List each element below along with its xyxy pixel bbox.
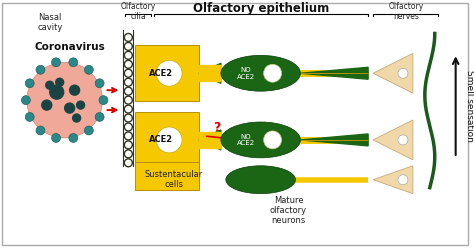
- Ellipse shape: [221, 122, 301, 158]
- Text: Sustentacular
cells: Sustentacular cells: [145, 170, 203, 189]
- Circle shape: [398, 135, 408, 145]
- Circle shape: [264, 131, 282, 149]
- Circle shape: [156, 127, 182, 153]
- Polygon shape: [373, 120, 413, 160]
- Circle shape: [46, 81, 54, 89]
- Circle shape: [69, 133, 78, 142]
- Text: Nasal
cavity: Nasal cavity: [37, 13, 63, 32]
- Circle shape: [21, 96, 30, 105]
- Circle shape: [25, 79, 34, 88]
- Text: ?: ?: [213, 122, 220, 134]
- Circle shape: [27, 62, 102, 138]
- Text: Olfactory
cilia: Olfactory cilia: [121, 2, 156, 21]
- Polygon shape: [301, 67, 368, 79]
- Text: Olfactory
nerves: Olfactory nerves: [388, 2, 424, 21]
- Bar: [135, 45, 199, 101]
- Circle shape: [64, 103, 74, 113]
- Circle shape: [398, 68, 408, 78]
- Text: NO
ACE2: NO ACE2: [237, 67, 255, 80]
- Circle shape: [50, 85, 64, 99]
- Polygon shape: [199, 130, 221, 150]
- Text: NO
ACE2: NO ACE2: [237, 134, 255, 146]
- Text: Coronavirus: Coronavirus: [34, 42, 105, 52]
- Circle shape: [52, 133, 61, 142]
- Polygon shape: [199, 63, 221, 83]
- Circle shape: [84, 126, 93, 135]
- Circle shape: [56, 78, 64, 86]
- Circle shape: [69, 58, 78, 67]
- Bar: [135, 162, 199, 190]
- Circle shape: [70, 85, 80, 95]
- Polygon shape: [373, 53, 413, 93]
- Text: Smell sensation: Smell sensation: [465, 70, 474, 142]
- Text: Olfactory epithelium: Olfactory epithelium: [192, 2, 329, 15]
- Polygon shape: [199, 65, 221, 81]
- Circle shape: [36, 126, 45, 135]
- Ellipse shape: [221, 55, 301, 91]
- Bar: [135, 112, 199, 168]
- Circle shape: [95, 79, 104, 88]
- Ellipse shape: [226, 166, 295, 194]
- Circle shape: [99, 96, 108, 105]
- Text: Mature
olfactory
neurons: Mature olfactory neurons: [270, 196, 307, 225]
- Circle shape: [77, 101, 84, 109]
- Circle shape: [156, 60, 182, 86]
- Circle shape: [25, 113, 34, 122]
- Circle shape: [73, 114, 81, 122]
- FancyBboxPatch shape: [2, 3, 467, 245]
- Circle shape: [42, 100, 52, 110]
- Circle shape: [84, 65, 93, 74]
- Polygon shape: [301, 134, 368, 146]
- Circle shape: [52, 58, 61, 67]
- Polygon shape: [199, 132, 221, 148]
- Text: ACE2: ACE2: [149, 135, 173, 144]
- Polygon shape: [373, 166, 413, 194]
- Circle shape: [264, 64, 282, 82]
- Text: ACE2: ACE2: [149, 69, 173, 78]
- Circle shape: [398, 175, 408, 185]
- Circle shape: [95, 113, 104, 122]
- Circle shape: [36, 65, 45, 74]
